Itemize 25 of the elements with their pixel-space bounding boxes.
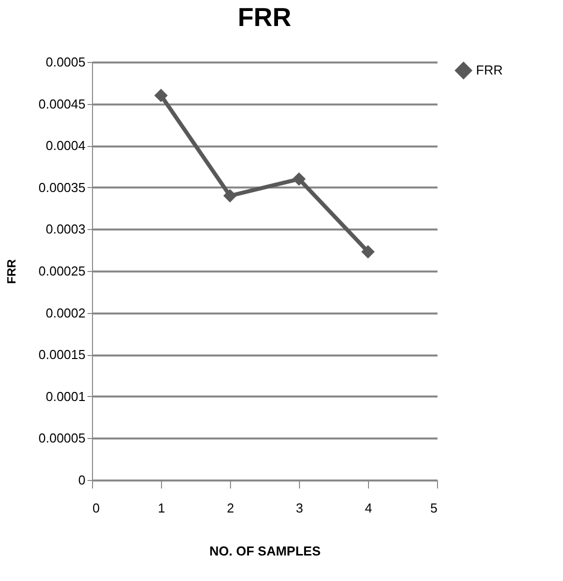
legend-label: FRR — [476, 62, 503, 78]
y-tick-label: 0.0001 — [46, 388, 86, 404]
x-tick-label: 0 — [92, 500, 100, 516]
y-axis-title: FRR — [4, 258, 19, 284]
y-tick-label: 0.00035 — [38, 180, 86, 195]
y-tick-label: 0.00015 — [38, 347, 86, 362]
x-tick-label: 2 — [226, 500, 234, 516]
y-tick-label: 0.00025 — [38, 264, 86, 278]
y-tick-label: 0.0003 — [46, 222, 86, 237]
y-tick-label: 0.0004 — [46, 138, 86, 154]
point — [361, 245, 375, 258]
x-tick-label: 5 — [430, 500, 438, 516]
y-tick-label: 0 — [78, 472, 86, 488]
y-tick-label: 0.00045 — [38, 96, 86, 112]
x-tick-label: 3 — [296, 500, 304, 516]
point — [154, 88, 168, 102]
y-tick-label: 0.00005 — [38, 430, 86, 446]
y-tick-label: 0.0005 — [46, 54, 86, 70]
chart-title: FRR — [238, 2, 292, 32]
x-axis-title: NO. OF SAMPLES — [209, 544, 321, 558]
x-tick-label: 1 — [158, 500, 166, 516]
x-tick-label: 4 — [364, 500, 372, 516]
point — [292, 172, 306, 186]
point — [223, 189, 237, 202]
y-tick-label: 0.0002 — [46, 305, 86, 320]
